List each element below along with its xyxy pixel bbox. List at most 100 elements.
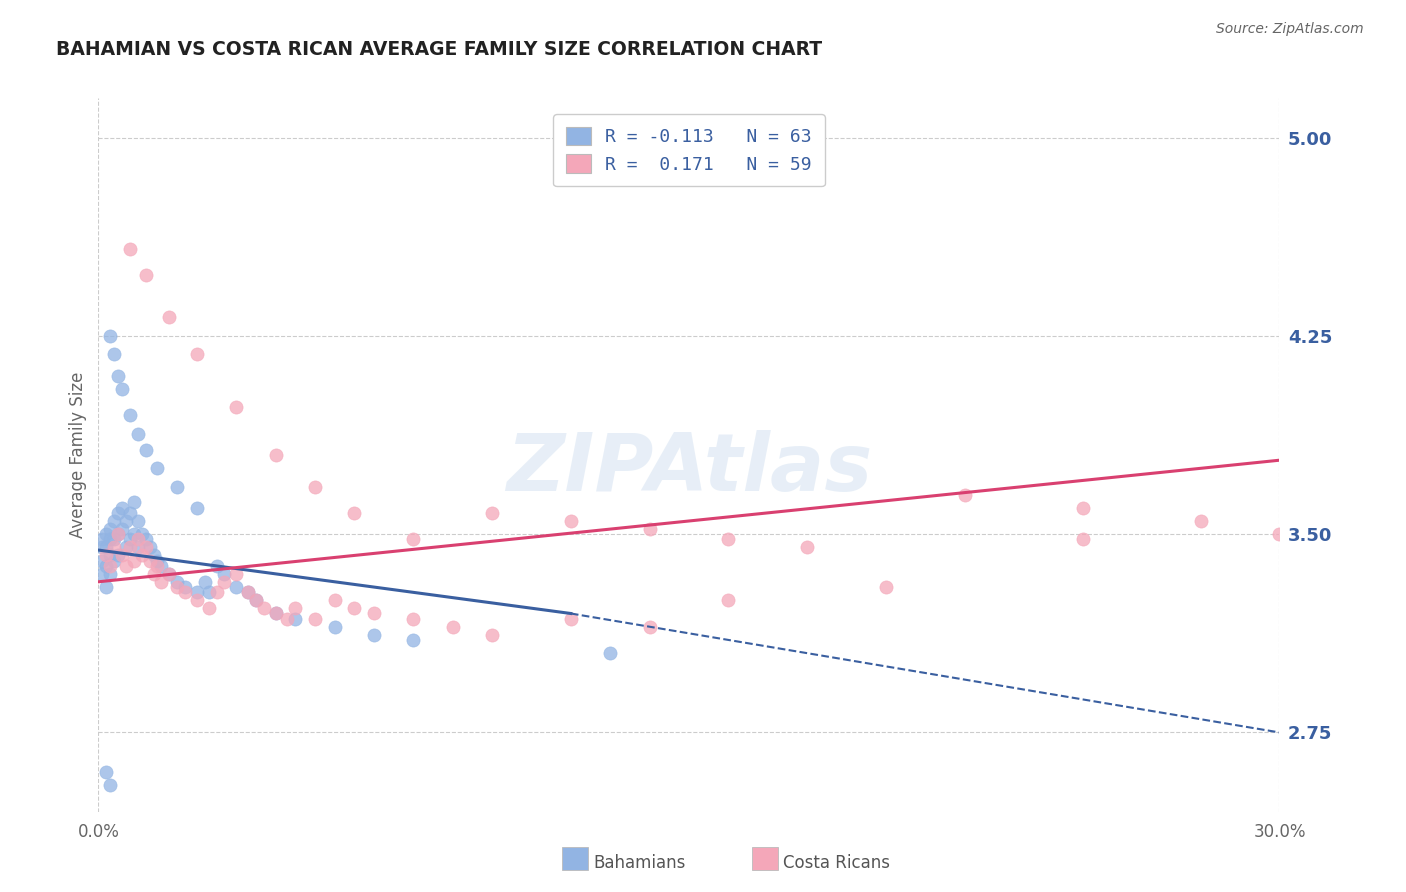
- Point: [560, 612, 582, 626]
- Point: [96, 549, 118, 563]
- Point: [111, 500, 134, 515]
- Point: [96, 541, 118, 555]
- Point: [111, 549, 134, 563]
- Point: [481, 627, 503, 641]
- Point: [98, 778, 121, 792]
- Point: [146, 461, 169, 475]
- Point: [166, 574, 188, 589]
- Point: [638, 620, 661, 634]
- Point: [98, 549, 121, 563]
- Point: [875, 580, 897, 594]
- Point: [96, 527, 118, 541]
- Point: [796, 541, 818, 555]
- Point: [107, 506, 129, 520]
- Point: [118, 242, 141, 256]
- Point: [103, 554, 125, 568]
- Point: [157, 566, 180, 581]
- Point: [138, 541, 160, 555]
- Point: [107, 368, 129, 383]
- Point: [98, 558, 121, 573]
- Point: [245, 593, 267, 607]
- Point: [205, 558, 228, 573]
- Point: [127, 514, 149, 528]
- Point: [118, 506, 141, 520]
- Point: [96, 580, 118, 594]
- Point: [1189, 514, 1212, 528]
- Point: [146, 554, 169, 568]
- Point: [363, 627, 385, 641]
- Point: [225, 580, 247, 594]
- Point: [174, 580, 197, 594]
- Point: [599, 646, 621, 660]
- Text: ZIPAtlas: ZIPAtlas: [506, 430, 872, 508]
- Point: [343, 506, 366, 520]
- Point: [276, 612, 298, 626]
- Point: [118, 533, 141, 547]
- Point: [343, 601, 366, 615]
- Point: [953, 487, 976, 501]
- Point: [560, 514, 582, 528]
- Point: [111, 382, 134, 396]
- Point: [103, 541, 125, 555]
- Point: [284, 612, 307, 626]
- Point: [118, 409, 141, 423]
- Point: [135, 442, 157, 457]
- Point: [717, 593, 740, 607]
- Point: [127, 533, 149, 547]
- Point: [135, 541, 157, 555]
- Point: [103, 533, 125, 547]
- Point: [122, 554, 145, 568]
- Point: [236, 585, 259, 599]
- Point: [236, 585, 259, 599]
- Point: [157, 310, 180, 325]
- Y-axis label: Average Family Size: Average Family Size: [69, 372, 87, 538]
- Point: [1071, 500, 1094, 515]
- Point: [111, 522, 134, 536]
- Point: [1268, 527, 1291, 541]
- Point: [150, 574, 173, 589]
- Point: [304, 480, 326, 494]
- Point: [122, 495, 145, 509]
- Point: [118, 541, 141, 555]
- Point: [284, 601, 307, 615]
- Point: [91, 541, 114, 555]
- Point: [186, 585, 208, 599]
- Text: Source: ZipAtlas.com: Source: ZipAtlas.com: [1216, 22, 1364, 37]
- Point: [98, 533, 121, 547]
- Point: [441, 620, 464, 634]
- Legend: R = -0.113   N = 63, R =  0.171   N = 59: R = -0.113 N = 63, R = 0.171 N = 59: [553, 114, 825, 186]
- Point: [264, 448, 287, 462]
- Point: [197, 585, 219, 599]
- Point: [135, 533, 157, 547]
- Text: Bahamians: Bahamians: [593, 854, 686, 871]
- Point: [1071, 533, 1094, 547]
- Point: [96, 765, 118, 780]
- Point: [245, 593, 267, 607]
- Point: [115, 541, 138, 555]
- Point: [115, 558, 138, 573]
- Point: [98, 566, 121, 581]
- Point: [138, 554, 160, 568]
- Point: [146, 558, 169, 573]
- Text: Costa Ricans: Costa Ricans: [783, 854, 890, 871]
- Point: [197, 601, 219, 615]
- Point: [135, 268, 157, 283]
- Point: [186, 347, 208, 361]
- Point: [166, 480, 188, 494]
- Point: [323, 620, 346, 634]
- Point: [264, 607, 287, 621]
- Point: [205, 585, 228, 599]
- Point: [717, 533, 740, 547]
- Point: [103, 347, 125, 361]
- Point: [107, 527, 129, 541]
- Point: [402, 612, 425, 626]
- Text: BAHAMIAN VS COSTA RICAN AVERAGE FAMILY SIZE CORRELATION CHART: BAHAMIAN VS COSTA RICAN AVERAGE FAMILY S…: [56, 40, 823, 59]
- Point: [304, 612, 326, 626]
- Point: [225, 401, 247, 415]
- Point: [91, 533, 114, 547]
- Point: [323, 593, 346, 607]
- Point: [402, 533, 425, 547]
- Point: [638, 522, 661, 536]
- Point: [174, 585, 197, 599]
- Point: [127, 541, 149, 555]
